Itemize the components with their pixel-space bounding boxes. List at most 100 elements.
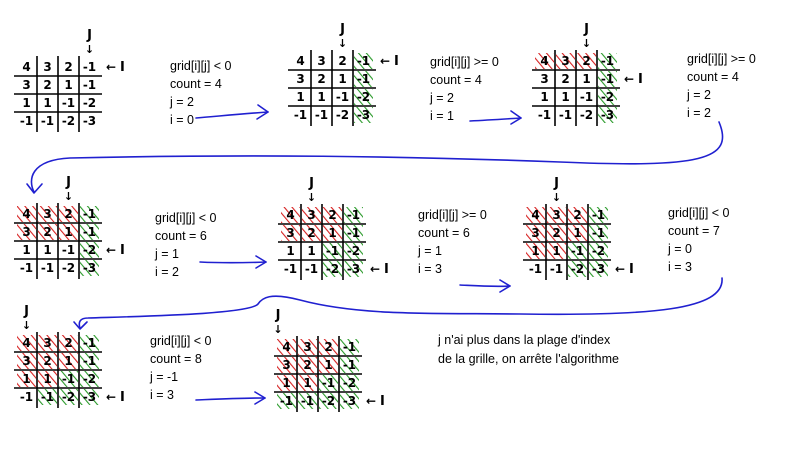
- state-condition: grid[i][j] < 0: [668, 206, 730, 220]
- negative-cell-hatch: [340, 357, 359, 373]
- grid-cell-value: -1: [305, 262, 318, 276]
- grid-cell-value: 2: [561, 72, 569, 86]
- column-pointer-label: J: [65, 175, 71, 190]
- state-condition: grid[i][j] < 0: [150, 334, 212, 348]
- state-j: j = 0: [667, 242, 692, 256]
- grid-cell-value: 3: [317, 54, 325, 68]
- grid-cell-value: -2: [592, 244, 605, 258]
- grid-cell-value: 3: [22, 225, 30, 239]
- state-j: j = 2: [686, 88, 711, 102]
- negative-cell-hatch: [354, 71, 373, 87]
- state-count: count = 6: [418, 226, 470, 240]
- grid-cell-value: -1: [301, 394, 314, 408]
- visited-cell-hatch: [59, 206, 78, 222]
- grid-cell-value: -2: [62, 390, 75, 404]
- grid-cell-value: -1: [83, 354, 96, 368]
- grid-cell-value: 1: [540, 90, 548, 104]
- visited-cell-hatch: [526, 243, 545, 259]
- row-pointer-label: I: [384, 262, 389, 277]
- grid-cell-value: -1: [20, 390, 33, 404]
- visited-cell-hatch: [323, 207, 342, 223]
- negative-cell-hatch: [319, 393, 338, 409]
- grid-cell-value: 3: [282, 358, 290, 372]
- arrow-left-icon: ←: [615, 262, 625, 276]
- grid-cell-value: -1: [357, 72, 370, 86]
- column-pointer-label: J: [86, 28, 92, 43]
- column-pointer-label: J: [23, 304, 29, 319]
- visited-cell-hatch: [59, 335, 78, 351]
- grid-cell-value: 2: [64, 207, 72, 221]
- grid-cell-value: 4: [540, 54, 548, 68]
- flow-connectors: [26, 104, 724, 405]
- grid-cell-value: 4: [22, 207, 30, 221]
- grid-cell-value: 3: [303, 340, 311, 354]
- conclusion-note: j n'ai plus dans la plage d'index de la …: [437, 333, 619, 366]
- column-pointer-label: J: [308, 176, 314, 191]
- visited-cell-hatch: [38, 353, 57, 369]
- visited-cell-hatch: [535, 53, 554, 69]
- negative-cell-hatch: [319, 375, 338, 391]
- negative-cell-hatch: [80, 371, 99, 387]
- grid-cell-value: -1: [357, 54, 370, 68]
- grid-cell-value: -1: [62, 243, 75, 257]
- grid-cell-value: 2: [64, 336, 72, 350]
- grid-cell-value: -1: [41, 114, 54, 128]
- state-i: i = 3: [150, 388, 174, 402]
- grid-cell-value: -1: [559, 108, 572, 122]
- visited-cell-hatch: [547, 225, 566, 241]
- row-pointer-label: I: [120, 60, 125, 75]
- negative-cell-hatch: [323, 261, 342, 277]
- grid-cell-value: -1: [284, 262, 297, 276]
- arrow-left-icon: ←: [370, 262, 380, 276]
- grid-cell-value: 1: [573, 226, 581, 240]
- grid-cell-value: -3: [83, 114, 96, 128]
- negative-cell-hatch: [80, 242, 99, 258]
- grid-cell-value: -1: [336, 90, 349, 104]
- negative-cell-hatch: [340, 393, 359, 409]
- visited-cell-hatch: [277, 339, 296, 355]
- row-pointer-label: I: [394, 54, 399, 69]
- negative-cell-hatch: [277, 393, 296, 409]
- visited-cell-hatch: [568, 207, 587, 223]
- arrow-left-icon: ←: [106, 243, 116, 257]
- grid-cell-value: -1: [83, 225, 96, 239]
- grid-cell-value: -2: [62, 114, 75, 128]
- state-condition: grid[i][j] < 0: [155, 211, 217, 225]
- state-count: count = 7: [668, 224, 720, 238]
- row-pointer-label: I: [120, 243, 125, 258]
- visited-cell-hatch: [302, 207, 321, 223]
- grid-cell-value: 1: [22, 372, 30, 386]
- grid-cell-value: -2: [83, 243, 96, 257]
- connector-wrap-arrow: [30, 121, 724, 193]
- grid-cell-value: -1: [592, 208, 605, 222]
- grid-cell-value: -1: [83, 60, 96, 74]
- conclusion-line: de la grille, on arrête l'algorithme: [438, 352, 619, 366]
- row-pointer-label: I: [638, 72, 643, 87]
- grid-cell-value: -1: [62, 96, 75, 110]
- negative-cell-hatch: [80, 389, 99, 405]
- grid-cell-value: 4: [296, 54, 304, 68]
- negative-cell-hatch: [568, 261, 587, 277]
- arrow-down-icon: ↓: [338, 37, 347, 50]
- arrow-left-icon: ←: [106, 60, 116, 74]
- grid-cell-value: -3: [592, 262, 605, 276]
- grid-cell-value: 1: [43, 372, 51, 386]
- grid-cell-value: 2: [582, 54, 590, 68]
- visited-cell-hatch: [17, 353, 36, 369]
- negative-cell-hatch: [340, 375, 359, 391]
- state-condition: grid[i][j] >= 0: [418, 208, 487, 222]
- negative-cell-hatch: [344, 261, 363, 277]
- visited-cell-hatch: [577, 53, 596, 69]
- grid-cell-value: -2: [357, 90, 370, 104]
- arrow-down-icon: ↓: [85, 43, 94, 56]
- grid-cell-value: 3: [43, 207, 51, 221]
- grid-cell-value: -1: [529, 262, 542, 276]
- connector-arrow-head: [255, 255, 267, 269]
- grid-cell-value: -1: [343, 358, 356, 372]
- grid-cell-value: 2: [43, 354, 51, 368]
- negative-cell-hatch: [59, 371, 78, 387]
